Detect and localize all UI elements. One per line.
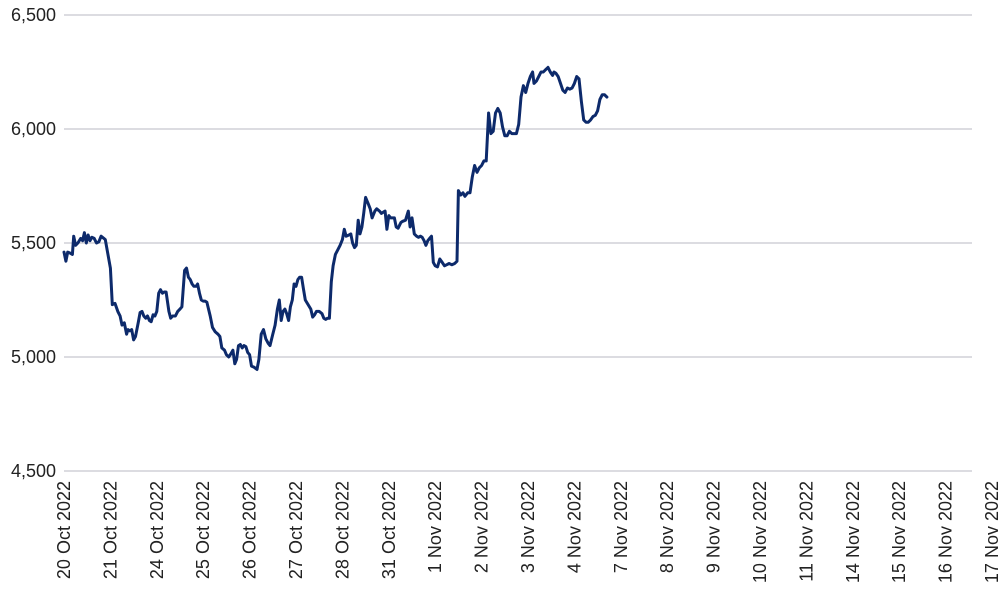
y-axis-ticks: 4,500 5,000 5,500 6,000 6,500 (11, 5, 56, 481)
y-tick-label: 4,500 (11, 461, 56, 481)
x-tick-label: 10 Nov 2022 (750, 481, 770, 583)
x-tick-label: 21 Oct 2022 (100, 481, 120, 579)
x-tick-label: 4 Nov 2022 (564, 481, 584, 573)
x-tick-label: 20 Oct 2022 (54, 481, 74, 579)
x-tick-label: 25 Oct 2022 (193, 481, 213, 579)
x-tick-label: 26 Oct 2022 (240, 481, 260, 579)
x-tick-label: 8 Nov 2022 (657, 481, 677, 573)
y-tick-label: 6,000 (11, 119, 56, 139)
x-tick-label: 15 Nov 2022 (889, 481, 909, 583)
x-tick-label: 14 Nov 2022 (843, 481, 863, 583)
x-tick-label: 31 Oct 2022 (379, 481, 399, 579)
series-line-0 (62, 65, 609, 371)
x-tick-label: 24 Oct 2022 (147, 481, 167, 579)
x-tick-label: 27 Oct 2022 (286, 481, 306, 579)
y-tick-label: 6,500 (11, 5, 56, 25)
x-tick-label: 3 Nov 2022 (518, 481, 538, 573)
x-tick-label: 9 Nov 2022 (704, 481, 724, 573)
x-axis-ticks: 20 Oct 2022 21 Oct 2022 24 Oct 2022 25 Oct … (54, 481, 1000, 583)
x-tick-label: 2 Nov 2022 (472, 481, 492, 573)
x-tick-label: 11 Nov 2022 (796, 481, 816, 582)
y-tick-label: 5,500 (11, 233, 56, 253)
gridlines (64, 14, 972, 472)
x-tick-label: 1 Nov 2022 (425, 481, 445, 573)
series-group (62, 65, 609, 371)
x-tick-label: 28 Oct 2022 (332, 481, 352, 579)
x-tick-label: 16 Nov 2022 (936, 481, 956, 583)
y-tick-label: 5,000 (11, 347, 56, 367)
x-tick-label: 17 Nov 2022 (982, 481, 1000, 583)
x-tick-label: 7 Nov 2022 (611, 481, 631, 573)
